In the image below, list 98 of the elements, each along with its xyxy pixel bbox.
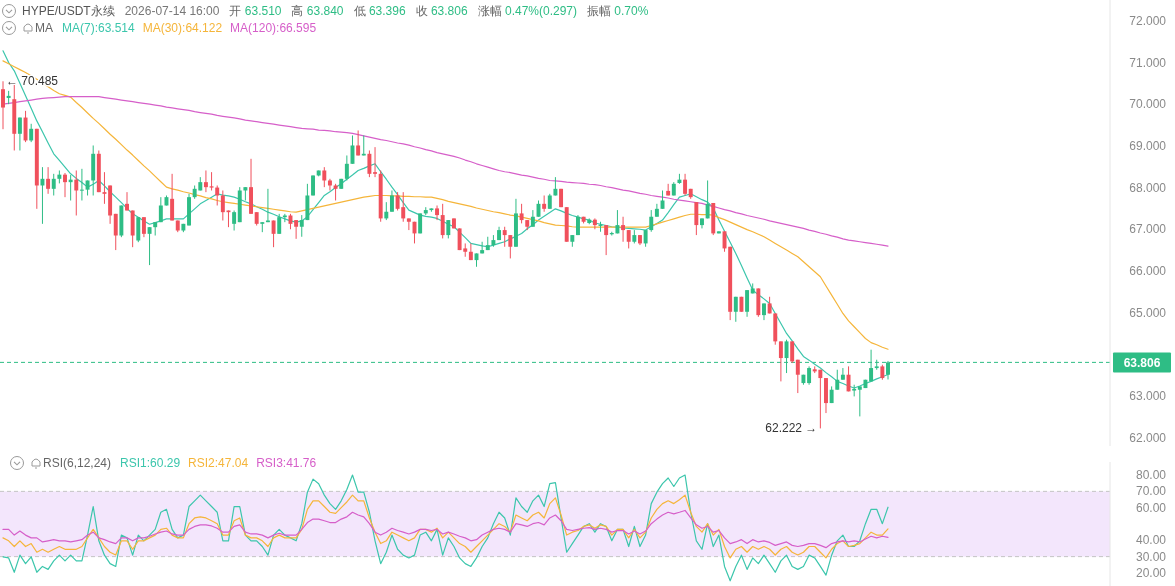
candlestick	[277, 213, 282, 235]
chart-subtitle: 2026-07-14 16:00	[124, 4, 220, 18]
candlestick	[592, 217, 597, 230]
y-tick-label: 69.000	[1129, 138, 1167, 153]
text: RSI3:41.76	[256, 456, 317, 470]
candlestick	[158, 196, 163, 223]
candlestick	[649, 209, 654, 233]
candlestick	[265, 188, 270, 223]
line-series	[2, 474, 889, 582]
candlestick	[170, 173, 175, 221]
candlestick	[694, 201, 699, 236]
chart-title: HYPE/USDT永续	[22, 4, 115, 18]
candlestick	[1, 80, 5, 130]
candlestick	[327, 178, 332, 191]
candlestick	[74, 169, 79, 216]
text: RSI1:60.29	[120, 456, 181, 470]
annotation: 收 63.806	[415, 4, 468, 18]
candlestick	[508, 234, 513, 259]
y-tick-label: 60.00	[1135, 500, 1167, 515]
text: MA(120):66.595	[230, 21, 317, 35]
y-tick-label: 65.000	[1129, 305, 1167, 320]
y-tick-label: 62.000	[1129, 430, 1167, 445]
candlestick	[745, 289, 750, 318]
candlestick	[220, 189, 225, 221]
y-tick-label: 70.00	[1135, 484, 1167, 499]
candlestick	[683, 173, 688, 196]
candlestick	[147, 226, 152, 266]
candlestick	[626, 229, 631, 249]
legend-title: RSI(6,12,24)	[43, 456, 112, 470]
y-tick-label: 80.00	[1135, 468, 1167, 483]
candlestick	[778, 340, 783, 382]
candlestick	[79, 168, 84, 201]
ref-line-label: 63.806	[1123, 355, 1161, 370]
line-series	[2, 509, 889, 549]
candlestick	[209, 171, 214, 191]
y-tick-label: 71.000	[1129, 55, 1167, 70]
candlestick	[705, 179, 710, 219]
text: MA(7):63.514	[62, 21, 136, 35]
candlestick	[604, 224, 609, 256]
candlestick	[835, 369, 840, 391]
candlestick	[51, 173, 56, 196]
candlestick	[795, 359, 800, 394]
candlestick	[790, 340, 795, 364]
candlestick	[468, 242, 473, 261]
candlestick	[733, 296, 738, 323]
candlestick	[141, 216, 146, 238]
candlestick	[406, 217, 411, 231]
y-tick-label: 68.000	[1129, 180, 1167, 195]
candlestick	[102, 171, 107, 205]
y-tick-label: 67.000	[1129, 222, 1167, 237]
candlestick	[389, 189, 394, 213]
legend-title: MA	[35, 21, 53, 35]
candlestick	[203, 169, 208, 193]
candlestick	[435, 204, 440, 221]
candlestick	[480, 241, 485, 254]
y-tick-label: 72.000	[1129, 13, 1167, 28]
annotation: 62.222 →	[765, 421, 818, 436]
candlestick	[840, 367, 845, 381]
candlestick	[356, 129, 361, 156]
annotation: 低 63.396	[353, 4, 406, 18]
annotation: 高 63.840	[291, 4, 344, 18]
candlestick	[136, 216, 141, 243]
y-tick-label: 66.000	[1129, 263, 1167, 278]
candlestick	[807, 365, 812, 386]
candlestick	[232, 210, 237, 231]
candlestick	[63, 172, 67, 198]
candlestick	[294, 219, 299, 240]
y-tick-label: 30.00	[1135, 549, 1167, 564]
y-tick-label: 63.000	[1129, 388, 1167, 403]
candlestick	[215, 184, 220, 206]
annotation: 开 63.510	[229, 4, 282, 18]
candlestick	[621, 216, 626, 243]
candlestick	[29, 123, 34, 143]
candlestick	[17, 117, 22, 151]
candlestick	[519, 203, 524, 224]
candlestick	[299, 214, 304, 238]
candlestick	[40, 166, 45, 225]
candlestick	[373, 146, 378, 178]
candlestick	[46, 166, 51, 195]
candlestick	[502, 226, 507, 248]
candlestick	[113, 213, 118, 251]
line-series	[2, 494, 889, 559]
y-tick-label: 70.000	[1129, 97, 1167, 112]
candlestick	[367, 149, 372, 178]
text: MA(30):64.122	[142, 21, 223, 35]
candlestick	[542, 194, 547, 213]
y-tick-label: 20.00	[1135, 565, 1167, 580]
candlestick	[440, 203, 445, 239]
annotation: 涨幅 0.47%(0.297)	[477, 4, 578, 18]
candlestick	[322, 166, 327, 188]
annotation: 振幅 0.70%	[587, 4, 649, 18]
text: RSI2:47.04	[188, 456, 249, 470]
candlestick	[446, 219, 451, 239]
candlestick	[344, 154, 349, 181]
y-tick-label: 40.00	[1135, 533, 1167, 548]
candlestick	[23, 110, 28, 143]
candlestick	[846, 365, 851, 392]
candlestick	[271, 220, 276, 248]
